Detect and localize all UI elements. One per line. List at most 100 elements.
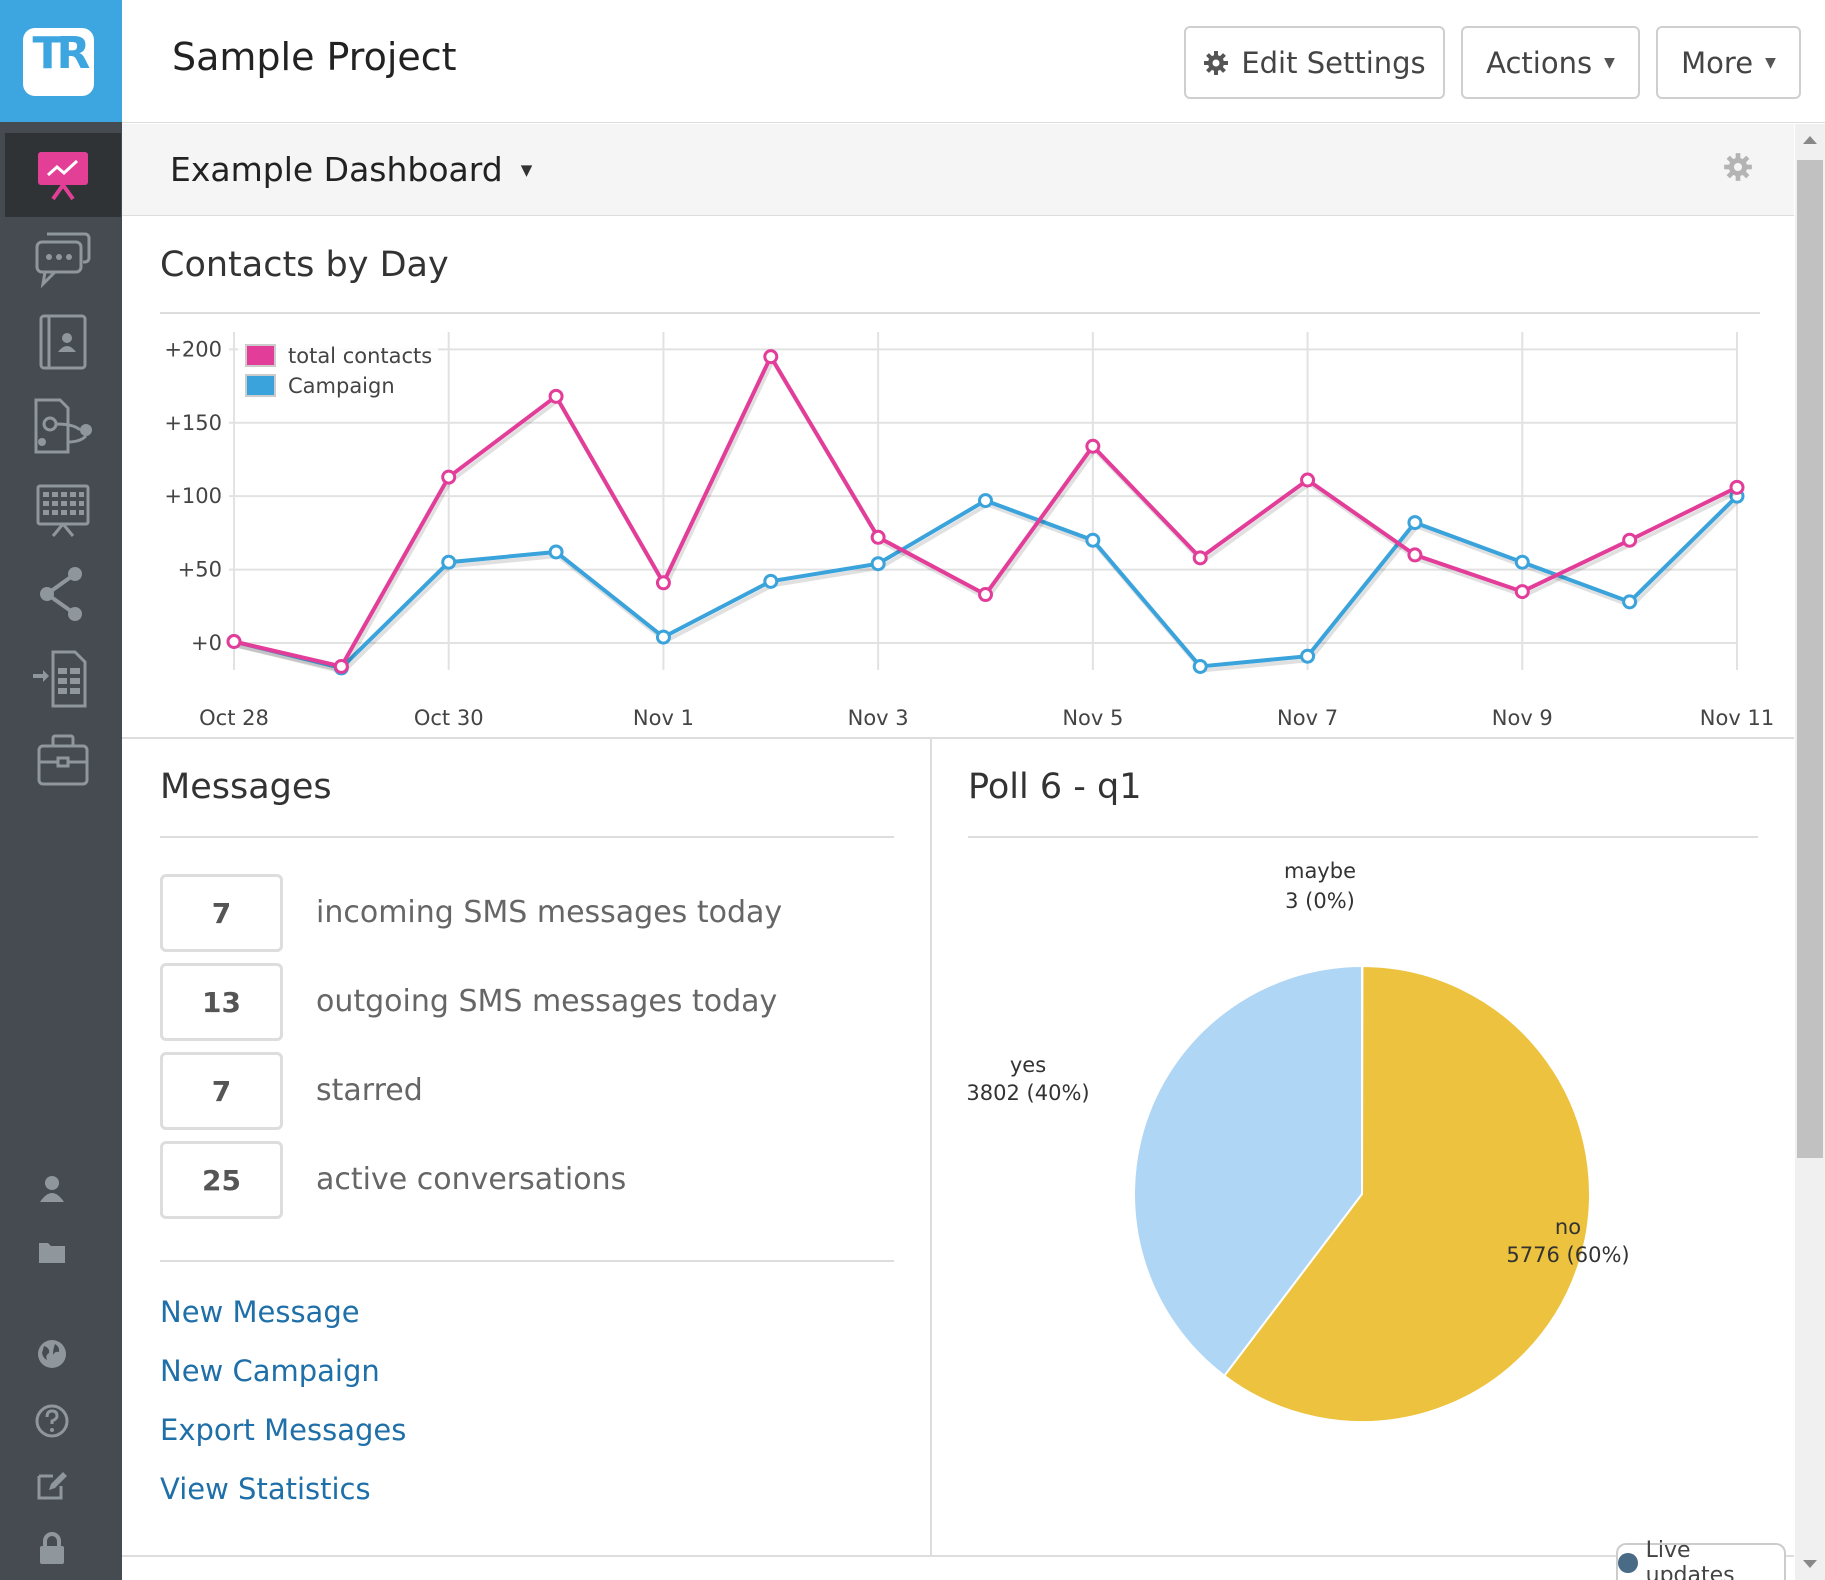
dashboard-title: Example Dashboard <box>170 150 503 189</box>
logo-badge: TR <box>23 28 94 96</box>
x-tick-label: Oct 30 <box>414 706 484 730</box>
view-statistics-link[interactable]: View Statistics <box>160 1472 371 1506</box>
scroll-down-arrow-icon[interactable] <box>1803 1560 1817 1568</box>
sidebar-item-folder[interactable] <box>0 1228 104 1276</box>
stat-label: incoming SMS messages today <box>316 895 783 930</box>
edit-settings-label: Edit Settings <box>1241 45 1426 80</box>
folder-icon <box>39 1243 65 1263</box>
messages-icon <box>35 232 91 288</box>
data-point <box>441 554 457 570</box>
sidebar-item-messages[interactable] <box>5 216 121 300</box>
pie-label-name: yes <box>1010 1053 1046 1077</box>
data-point <box>1514 584 1530 600</box>
live-status-icon <box>1618 1552 1638 1573</box>
dashboard-selector[interactable]: Example Dashboard ▼ <box>170 150 532 189</box>
pie-slice-yes <box>1132 964 1363 1378</box>
data-point <box>226 634 242 650</box>
divider <box>122 737 1794 739</box>
stat-count[interactable]: 7 <box>160 1052 283 1130</box>
y-tick-label: +100 <box>164 484 222 508</box>
data-point <box>333 658 349 674</box>
data-point <box>1192 658 1208 674</box>
contacts-line-chart: +200 +150 +100 +50 +0 Oct 28 Oct 30 Nov 1 Nov 3 N… <box>164 332 1774 730</box>
user-icon <box>40 1176 64 1202</box>
stat-count[interactable]: 25 <box>160 1141 283 1219</box>
contacts-icon <box>39 314 87 370</box>
sidebar-item-flows[interactable] <box>5 384 121 468</box>
data-point <box>1085 438 1101 454</box>
lock-icon <box>40 1532 64 1564</box>
data-point <box>1407 547 1423 563</box>
x-tick-label: Nov 5 <box>1062 706 1123 730</box>
sidebar-item-dashboard[interactable] <box>5 133 121 217</box>
stat-count[interactable]: 7 <box>160 874 283 952</box>
y-tick-label: +200 <box>164 337 222 361</box>
caret-down-icon: ▼ <box>520 160 533 179</box>
flows-icon <box>34 398 92 454</box>
divider <box>122 1555 1794 1557</box>
edit-settings-button[interactable]: Edit Settings <box>1184 26 1445 99</box>
data-point <box>1407 515 1423 531</box>
export-messages-link[interactable]: Export Messages <box>160 1413 407 1447</box>
new-message-link[interactable]: New Message <box>160 1295 360 1329</box>
sidebar-item-calendar[interactable] <box>5 468 121 552</box>
divider <box>160 836 894 838</box>
divider <box>160 312 1760 314</box>
legend-label: Campaign <box>288 374 395 398</box>
dashboard-bar: Example Dashboard ▼ <box>122 124 1794 216</box>
sidebar-item-globe[interactable] <box>0 1330 104 1378</box>
sidebar-item-edit[interactable] <box>0 1461 104 1509</box>
sidebar-item-contacts[interactable] <box>5 300 121 384</box>
data-point <box>1085 532 1101 548</box>
sidebar-item-share[interactable] <box>5 552 121 636</box>
sidebar-item-lock[interactable] <box>0 1524 104 1572</box>
series-line-shadow <box>235 356 1740 673</box>
messages-panel-title: Messages <box>160 767 332 807</box>
data-point <box>1729 479 1745 495</box>
live-updates-label: Live updates <box>1645 1537 1735 1580</box>
logo[interactable]: TR <box>0 0 122 122</box>
data-point <box>978 587 993 603</box>
sidebar-item-toolbox[interactable] <box>5 718 121 802</box>
stat-count[interactable]: 13 <box>160 963 283 1041</box>
help-icon <box>35 1404 69 1438</box>
more-button[interactable]: More ▼ <box>1656 26 1801 99</box>
x-tick-label: Nov 3 <box>848 706 909 730</box>
dashboard-icon <box>38 152 88 201</box>
data-point <box>548 388 564 404</box>
edit-icon <box>37 1472 67 1500</box>
dashboard-settings-icon[interactable] <box>1723 152 1753 182</box>
actions-button[interactable]: Actions ▼ <box>1461 26 1640 99</box>
pie-label-value: 3802 (40%) <box>966 1081 1089 1105</box>
data-point <box>763 349 779 365</box>
contacts-panel-title: Contacts by Day <box>160 245 449 285</box>
legend-label: total contacts <box>288 344 432 368</box>
new-campaign-link[interactable]: New Campaign <box>160 1354 380 1388</box>
actions-label: Actions <box>1486 45 1593 80</box>
sidebar-item-user[interactable] <box>0 1165 104 1213</box>
scroll-up-arrow-icon[interactable] <box>1803 136 1817 144</box>
sidebar-item-help[interactable] <box>0 1397 104 1445</box>
sidebar: TR <box>0 0 122 1580</box>
data-point <box>1514 554 1530 570</box>
pie-slice-no <box>1222 964 1591 1423</box>
data-point <box>548 544 564 560</box>
sidebar-item-import[interactable] <box>5 636 121 720</box>
data-point <box>1622 532 1638 548</box>
scrollbar-thumb[interactable] <box>1797 160 1823 1158</box>
live-updates-toggle[interactable]: Live updates <box>1616 1538 1786 1580</box>
legend-swatch <box>245 344 276 367</box>
data-point <box>978 493 993 509</box>
page-title: Sample Project <box>172 35 457 79</box>
legend-swatch <box>245 374 276 397</box>
pie-label-value: 5776 (60%) <box>1506 1243 1629 1267</box>
pie-label-name: no <box>1555 1215 1581 1239</box>
pie-label-name: maybe <box>1284 859 1356 883</box>
gear-icon <box>1204 50 1229 75</box>
x-tick-label: Oct 28 <box>199 706 269 730</box>
poll-pie-chart: maybe 3 (0%) no 5776 (60%) yes 3802 (40%) <box>966 859 1630 1423</box>
import-icon <box>33 650 87 708</box>
data-point <box>1192 550 1208 566</box>
logo-text: TR <box>32 28 91 79</box>
